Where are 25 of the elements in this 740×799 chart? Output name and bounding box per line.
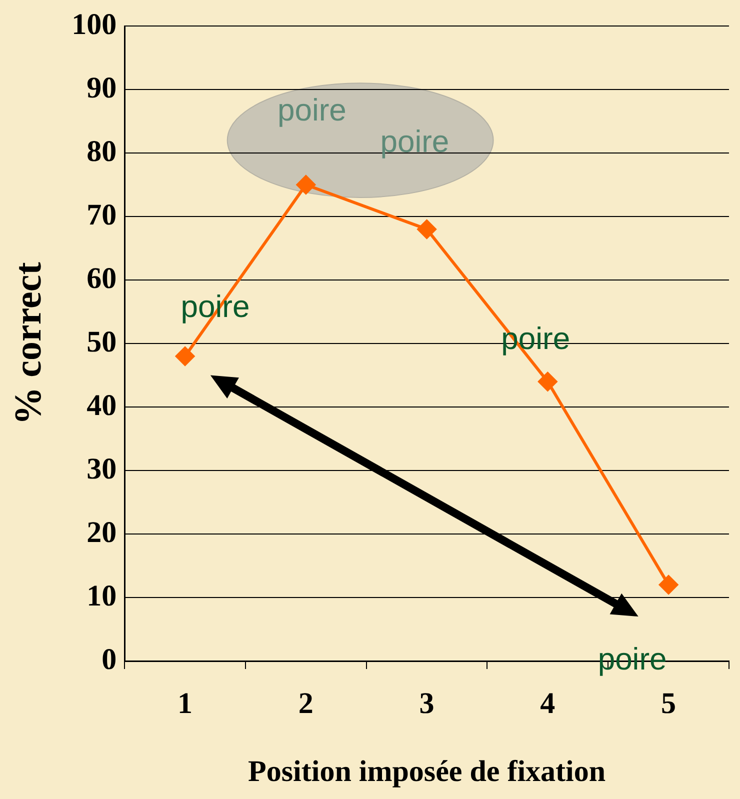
point — [176, 346, 195, 366]
y-tick-label: 90 — [86, 71, 117, 104]
y-tick-label: 50 — [86, 325, 117, 358]
annotation: poire — [380, 124, 450, 160]
y-tick-label: 30 — [86, 452, 117, 486]
point — [659, 575, 678, 594]
x-tick-label: 5 — [661, 686, 676, 720]
y-tick-label: 80 — [86, 134, 117, 168]
y-tick-label: 60 — [86, 262, 117, 295]
y-axis-title: % correct — [8, 262, 50, 425]
y-tick-label: 70 — [86, 198, 117, 232]
x-tick-label: 4 — [540, 686, 556, 720]
y-tick-label: 100 — [72, 8, 117, 41]
x-tick-label: 2 — [298, 686, 314, 720]
point — [417, 220, 436, 239]
point — [296, 175, 316, 194]
y-tick-label: 0 — [102, 642, 117, 676]
y-tick-label: 10 — [86, 579, 117, 612]
y-tick-label: 40 — [86, 388, 117, 422]
point — [538, 372, 558, 392]
annotation: poire — [277, 92, 346, 128]
x-axis-title: Position imposée de fixation — [248, 754, 606, 788]
x-tick-label: 1 — [178, 686, 193, 720]
y-tick-label: 20 — [86, 516, 117, 549]
x-tick-label: 3 — [419, 686, 434, 720]
